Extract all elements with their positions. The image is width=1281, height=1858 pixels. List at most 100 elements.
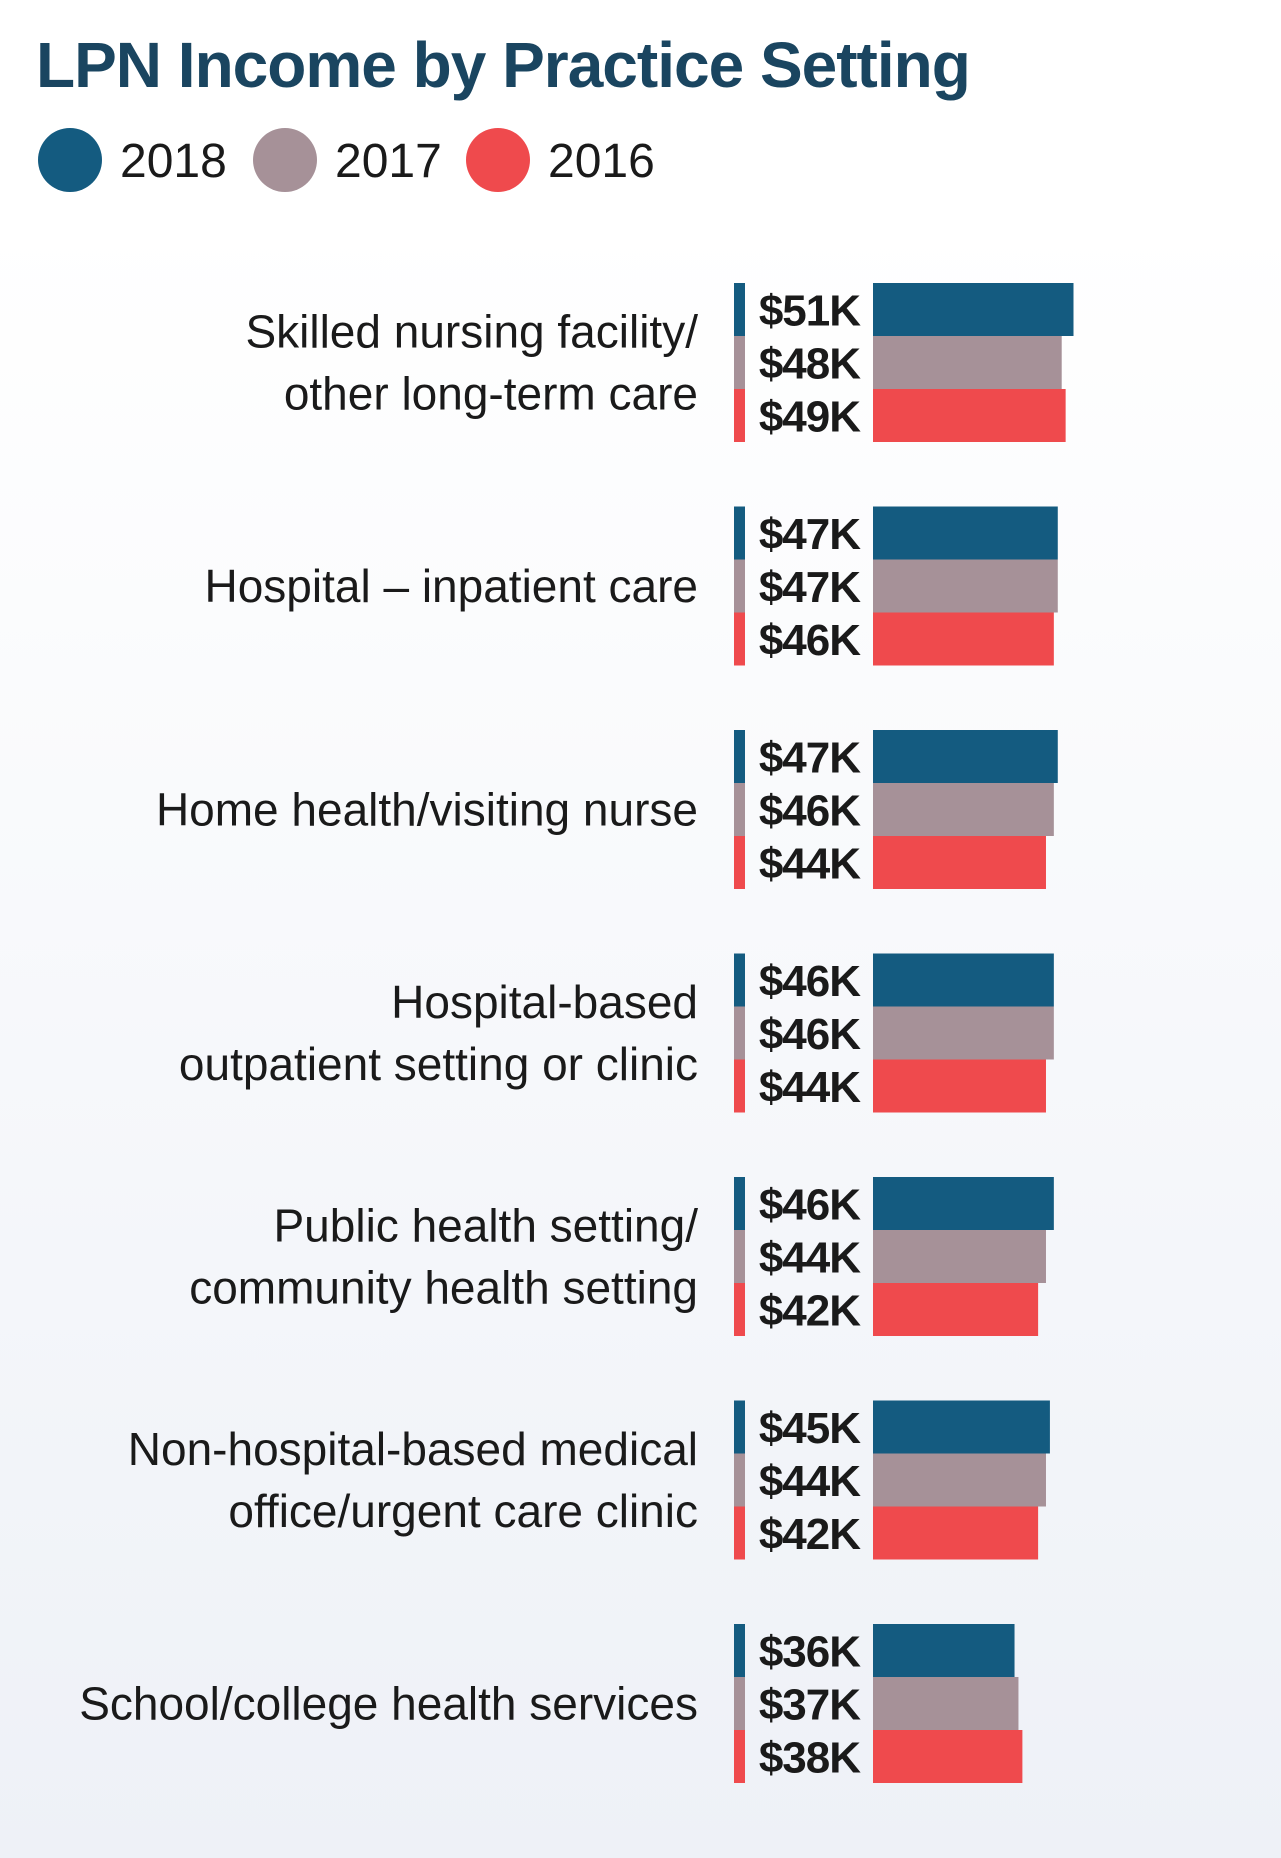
category-label: Hospital – inpatient care — [204, 560, 698, 612]
value-label-2017: $46K — [759, 787, 861, 836]
value-label-2016: $44K — [759, 1063, 861, 1112]
legend-label-2017: 2017 — [335, 135, 442, 188]
value-label-2018: $47K — [759, 734, 861, 783]
bar-strip-2018 — [734, 1400, 745, 1454]
value-label-2016: $38K — [759, 1734, 861, 1783]
category-label-line: Hospital-based — [391, 976, 698, 1028]
category-label: School/college health services — [79, 1678, 698, 1730]
bar-2017 — [873, 1677, 1019, 1730]
value-label-2017: $44K — [759, 1234, 861, 1283]
value-label-2017: $46K — [759, 1010, 861, 1059]
bar-strip-2017 — [734, 1677, 745, 1730]
value-label-2018: $36K — [759, 1628, 861, 1677]
bar-2016 — [873, 1059, 1046, 1113]
bar-strip-2017 — [734, 1230, 745, 1283]
category-row: Home health/visiting nurse $47K$46K$44K — [156, 730, 1058, 889]
legend: 2018 2017 2016 — [38, 128, 655, 192]
chart-rows: Skilled nursing facility/other long-term… — [79, 283, 1074, 1783]
bar-2017 — [873, 1006, 1054, 1060]
bar-strip-2016 — [734, 1283, 745, 1336]
value-label-2017: $47K — [759, 563, 861, 612]
bar-strip-2018 — [734, 1624, 745, 1677]
bar-strip-2018 — [734, 1177, 745, 1230]
legend-label-2018: 2018 — [120, 135, 227, 188]
bar-2016 — [873, 1283, 1039, 1336]
value-label-2018: $46K — [759, 957, 861, 1006]
bar-strip-2017 — [734, 783, 745, 836]
bar-2016 — [873, 836, 1046, 889]
value-label-2017: $48K — [759, 340, 861, 389]
value-label-2018: $47K — [759, 510, 861, 559]
bar-2018 — [873, 283, 1074, 336]
chart-title: LPN Income by Practice Setting — [36, 29, 970, 101]
value-label-2016: $42K — [759, 1287, 861, 1336]
bar-strip-2016 — [734, 1059, 745, 1113]
bar-2016 — [873, 1506, 1039, 1560]
bar-2018 — [873, 1400, 1050, 1454]
bar-2018 — [873, 1177, 1054, 1230]
category-label-line: other long-term care — [284, 368, 698, 420]
legend-swatch-2016 — [466, 128, 530, 192]
value-label-2016: $44K — [759, 840, 861, 889]
bar-strip-2018 — [734, 953, 745, 1007]
category-label: Non-hospital-based medical office/urgent … — [128, 1423, 698, 1537]
category-row: Skilled nursing facility/other long-term… — [245, 283, 1074, 442]
bar-2018 — [873, 730, 1058, 783]
category-label-line: Non-hospital-based medical — [128, 1423, 698, 1475]
category-label: Home health/visiting nurse — [156, 784, 698, 836]
bar-2016 — [873, 1730, 1023, 1783]
category-label-line: Hospital – inpatient care — [204, 560, 698, 612]
bar-strip-2018 — [734, 730, 745, 783]
category-label-line: outpatient setting or clinic — [179, 1038, 698, 1090]
category-row: Hospital-based outpatient setting or clin… — [179, 953, 1054, 1113]
bar-strip-2018 — [734, 506, 745, 560]
category-row: Hospital – inpatient care$47K$47K$46K — [204, 506, 1058, 666]
bar-strip-2016 — [734, 612, 745, 666]
legend-swatch-2018 — [38, 128, 102, 192]
bar-2018 — [873, 506, 1058, 560]
legend-item-2016: 2016 — [466, 128, 655, 192]
value-label-2018: $51K — [759, 287, 861, 336]
bar-strip-2017 — [734, 336, 745, 389]
bar-strip-2017 — [734, 1453, 745, 1507]
category-label: Hospital-based outpatient setting or clin… — [179, 976, 698, 1090]
bar-2018 — [873, 953, 1054, 1007]
bar-2017 — [873, 559, 1058, 613]
value-label-2018: $46K — [759, 1181, 861, 1230]
category-label-line: School/college health services — [79, 1678, 698, 1730]
legend-item-2018: 2018 — [38, 128, 227, 192]
bar-strip-2016 — [734, 1506, 745, 1560]
legend-swatch-2017 — [253, 128, 317, 192]
value-label-2016: $42K — [759, 1510, 861, 1559]
bar-strip-2018 — [734, 283, 745, 336]
bar-2016 — [873, 612, 1054, 666]
category-label-line: Skilled nursing facility/ — [245, 306, 698, 358]
value-label-2016: $49K — [759, 393, 861, 442]
bar-2018 — [873, 1624, 1015, 1677]
bar-strip-2016 — [734, 1730, 745, 1783]
bar-strip-2017 — [734, 559, 745, 613]
value-label-2017: $37K — [759, 1681, 861, 1730]
category-label-line: Public health setting/ — [274, 1200, 699, 1252]
value-label-2017: $44K — [759, 1457, 861, 1506]
category-label: Skilled nursing facility/other long-term… — [245, 306, 698, 420]
category-row: Non-hospital-based medical office/urgent … — [128, 1400, 1050, 1560]
bar-2016 — [873, 389, 1066, 442]
category-label-line: Home health/visiting nurse — [156, 784, 698, 836]
legend-item-2017: 2017 — [253, 128, 442, 192]
bar-2017 — [873, 1230, 1046, 1283]
bar-strip-2017 — [734, 1006, 745, 1060]
category-label-line: community health setting — [189, 1262, 698, 1314]
category-label: Public health setting/community health s… — [189, 1200, 698, 1314]
category-label-line: office/urgent care clinic — [228, 1485, 698, 1537]
category-row: Public health setting/community health s… — [189, 1177, 1054, 1336]
bar-strip-2016 — [734, 389, 745, 442]
bar-strip-2016 — [734, 836, 745, 889]
category-row: School/college health services $36K$37K$3… — [79, 1624, 1023, 1783]
legend-label-2016: 2016 — [548, 135, 655, 188]
value-label-2016: $46K — [759, 616, 861, 665]
bar-2017 — [873, 1453, 1046, 1507]
value-label-2018: $45K — [759, 1404, 861, 1453]
bar-2017 — [873, 336, 1062, 389]
